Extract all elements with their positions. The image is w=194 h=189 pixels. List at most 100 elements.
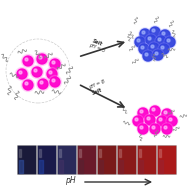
Circle shape: [22, 78, 35, 91]
Circle shape: [152, 126, 155, 129]
Circle shape: [137, 123, 149, 135]
Circle shape: [150, 124, 160, 134]
Circle shape: [149, 105, 161, 117]
Circle shape: [149, 123, 161, 135]
Circle shape: [152, 29, 155, 32]
Circle shape: [52, 79, 55, 82]
Circle shape: [48, 57, 61, 70]
Circle shape: [150, 27, 160, 37]
Circle shape: [132, 115, 144, 127]
FancyBboxPatch shape: [98, 146, 117, 174]
Circle shape: [138, 124, 148, 134]
Circle shape: [162, 124, 172, 134]
Circle shape: [169, 118, 172, 121]
Circle shape: [147, 117, 150, 120]
Circle shape: [165, 37, 175, 47]
Circle shape: [152, 108, 155, 111]
Circle shape: [143, 51, 153, 61]
Circle shape: [17, 69, 27, 79]
Circle shape: [39, 56, 42, 59]
Circle shape: [40, 81, 43, 84]
Circle shape: [148, 37, 151, 40]
Circle shape: [162, 32, 165, 35]
Circle shape: [134, 36, 146, 48]
FancyBboxPatch shape: [158, 146, 177, 174]
Text: Salt: Salt: [91, 87, 103, 96]
Text: pH: pH: [65, 176, 75, 185]
Circle shape: [138, 43, 150, 55]
Circle shape: [149, 43, 159, 53]
Circle shape: [166, 115, 178, 127]
Circle shape: [38, 79, 48, 89]
Circle shape: [144, 114, 156, 126]
Circle shape: [48, 75, 61, 88]
Circle shape: [140, 126, 143, 129]
Circle shape: [156, 115, 168, 127]
Circle shape: [161, 46, 164, 49]
Circle shape: [155, 52, 158, 55]
Circle shape: [138, 108, 148, 118]
Circle shape: [36, 53, 48, 66]
Circle shape: [153, 50, 163, 60]
Circle shape: [160, 30, 170, 40]
Circle shape: [50, 77, 60, 87]
Text: pH = 5: pH = 5: [88, 42, 106, 53]
Circle shape: [158, 43, 170, 55]
Circle shape: [167, 39, 170, 42]
Circle shape: [23, 56, 33, 66]
FancyBboxPatch shape: [118, 146, 137, 174]
Circle shape: [148, 42, 160, 54]
Circle shape: [50, 59, 60, 69]
Circle shape: [159, 29, 171, 41]
Circle shape: [157, 116, 167, 126]
Circle shape: [145, 115, 155, 125]
Circle shape: [139, 44, 149, 54]
Circle shape: [25, 82, 28, 85]
Circle shape: [142, 50, 154, 62]
Circle shape: [164, 111, 167, 114]
Circle shape: [23, 80, 33, 90]
Circle shape: [25, 58, 28, 61]
Circle shape: [161, 123, 173, 135]
FancyBboxPatch shape: [17, 146, 36, 174]
Circle shape: [150, 106, 160, 116]
Circle shape: [142, 31, 145, 34]
Circle shape: [30, 66, 43, 78]
FancyBboxPatch shape: [37, 146, 56, 174]
Circle shape: [156, 36, 166, 46]
Circle shape: [139, 28, 151, 40]
FancyBboxPatch shape: [138, 146, 157, 174]
Circle shape: [164, 126, 167, 129]
Text: Salt: Salt: [91, 38, 103, 47]
Circle shape: [52, 61, 55, 64]
Circle shape: [140, 29, 150, 39]
Circle shape: [145, 34, 157, 46]
Circle shape: [19, 71, 22, 74]
Circle shape: [161, 108, 173, 120]
Circle shape: [155, 35, 167, 47]
Circle shape: [140, 110, 143, 113]
Circle shape: [36, 77, 49, 91]
Circle shape: [135, 37, 145, 47]
Circle shape: [159, 118, 162, 121]
Circle shape: [137, 107, 149, 119]
Circle shape: [49, 71, 52, 74]
Circle shape: [164, 36, 176, 48]
Text: pH = 8: pH = 8: [88, 79, 106, 90]
Circle shape: [141, 46, 144, 49]
Circle shape: [146, 35, 156, 45]
Circle shape: [149, 26, 161, 38]
Circle shape: [152, 49, 164, 61]
Circle shape: [159, 44, 169, 54]
Circle shape: [137, 39, 140, 42]
Circle shape: [162, 109, 172, 119]
Circle shape: [151, 45, 154, 48]
Circle shape: [167, 116, 177, 126]
Circle shape: [22, 54, 35, 67]
Circle shape: [32, 67, 42, 77]
Circle shape: [46, 67, 59, 81]
Circle shape: [135, 118, 138, 121]
Circle shape: [34, 69, 37, 72]
FancyBboxPatch shape: [77, 146, 96, 174]
Circle shape: [158, 38, 161, 41]
